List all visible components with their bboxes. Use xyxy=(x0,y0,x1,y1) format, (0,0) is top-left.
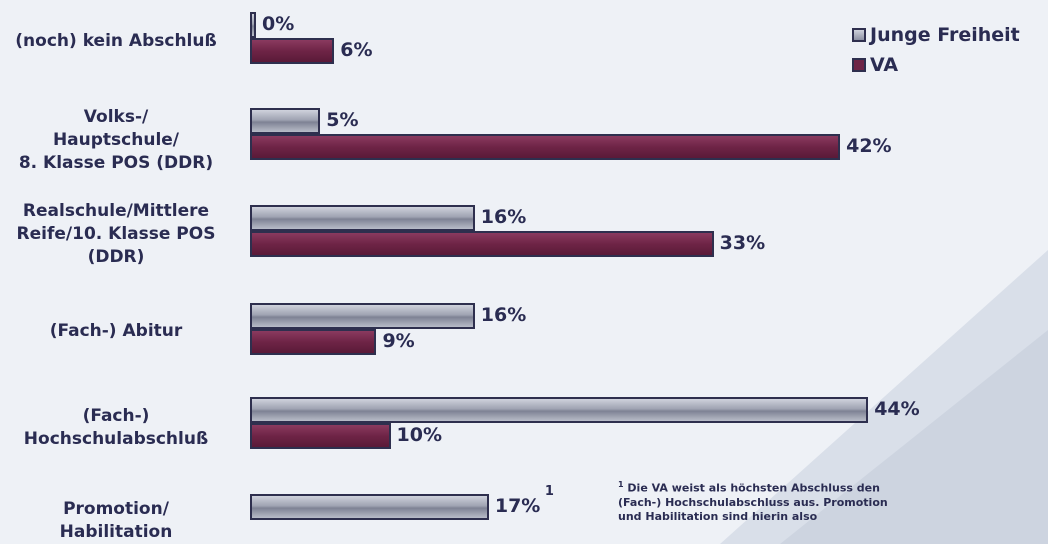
data-label-va-4: 9% xyxy=(382,330,415,352)
data-label-junge-freiheit-4: 16% xyxy=(480,304,527,326)
bar-junge-freiheit-3 xyxy=(250,205,475,231)
data-label-junge-freiheit-1: 0% xyxy=(262,13,295,35)
legend-item-junge-freiheit: Junge Freiheit xyxy=(852,20,1020,50)
category-label-line: (noch) kein Abschluß xyxy=(15,30,217,51)
data-label-va-2: 42% xyxy=(846,135,892,157)
footnote-text: Die VA weist als höchsten Abschluss den … xyxy=(618,481,888,523)
category-label-3: Realschule/Mittlere Reife/10. Klasse POS(… xyxy=(0,200,236,269)
bar-junge-freiheit-2 xyxy=(250,108,321,134)
category-label-6: Promotion/Habilitation xyxy=(0,498,236,544)
bar-va-3 xyxy=(250,231,714,257)
category-label-line: (Fach-) Abitur xyxy=(49,320,183,341)
bar-junge-freiheit-6 xyxy=(250,494,489,520)
legend-item-va: VA xyxy=(852,50,1020,80)
bar-junge-freiheit-5 xyxy=(250,397,869,423)
data-label-junge-freiheit-6: 17% xyxy=(494,495,541,517)
bar-va-4 xyxy=(250,329,377,355)
bar-junge-freiheit-4 xyxy=(250,303,475,329)
category-label-line: Habilitation xyxy=(59,522,173,542)
category-label-line: Hochschulabschluß xyxy=(23,429,209,449)
data-label-va-3: 33% xyxy=(719,232,766,254)
category-label-line: Reife/10. Klasse POS xyxy=(16,223,216,244)
bar-va-1 xyxy=(250,38,335,64)
category-label-2: Volks-/Hauptschule/8. Klasse POS (DDR) xyxy=(0,106,236,175)
category-label-line: Volks-/ xyxy=(83,106,149,127)
category-label-line: Realschule/Mittlere xyxy=(22,200,210,221)
data-label-junge-freiheit-2: 5% xyxy=(326,109,359,131)
annotation-mark: 1 xyxy=(544,484,554,499)
category-label-line: 8. Klasse POS (DDR) xyxy=(18,152,214,173)
footnote-marker: 1 xyxy=(618,480,624,489)
legend: Junge Freiheit VA xyxy=(852,20,1020,80)
category-label-4: (Fach-) Abitur xyxy=(0,320,236,343)
category-label-5: (Fach-) Hochschulabschluß xyxy=(0,405,236,451)
legend-swatch-va xyxy=(852,58,866,72)
category-label-1: (noch) kein Abschluß xyxy=(0,30,236,53)
category-label-line: Hauptschule/ xyxy=(52,129,180,150)
data-label-va-5: 10% xyxy=(396,424,442,446)
data-label-junge-freiheit-3: 16% xyxy=(480,206,527,228)
legend-label-va: VA xyxy=(870,54,899,76)
data-label-va-1: 6% xyxy=(340,39,373,61)
category-label-line: Promotion/ xyxy=(63,499,169,519)
category-label-line: (Fach-) xyxy=(82,406,150,426)
footnote: 1 Die VA weist als höchsten Abschluss de… xyxy=(618,478,898,524)
data-label-junge-freiheit-5: 44% xyxy=(874,398,920,420)
legend-swatch-junge-freiheit xyxy=(852,28,866,42)
legend-label-junge-freiheit: Junge Freiheit xyxy=(870,24,1020,46)
bar-va-5 xyxy=(250,423,391,449)
category-label-line: (DDR) xyxy=(87,246,145,267)
bar-junge-freiheit-1 xyxy=(250,12,256,38)
bar-va-2 xyxy=(250,134,841,160)
